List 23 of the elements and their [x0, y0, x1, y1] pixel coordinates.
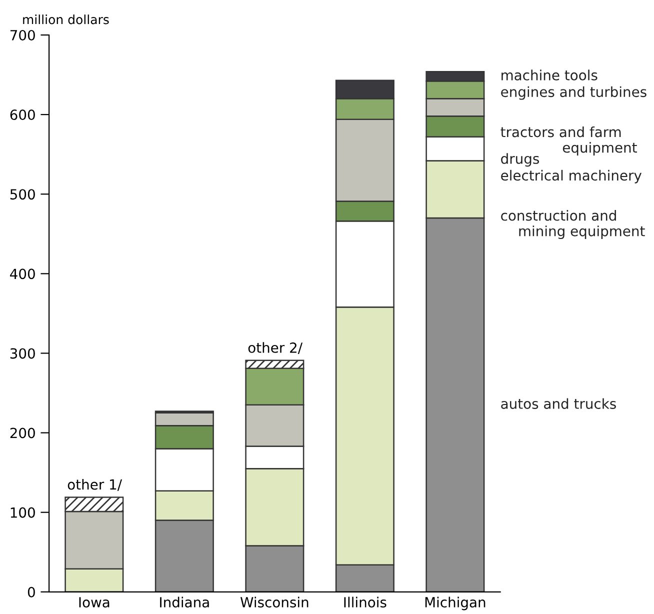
y-tick-label: 200 — [10, 428, 35, 438]
x-tick-label: Michigan — [425, 596, 486, 610]
y-tick-label: 400 — [10, 268, 35, 280]
x-tick-label: Wisconsin — [240, 596, 308, 608]
y-tick-label: 700 — [10, 30, 35, 40]
series-label: autos and trucks — [501, 398, 616, 409]
y-tick-label: 300 — [10, 348, 35, 359]
series-label: machine tools — [502, 70, 598, 80]
y-tick-label: 500 — [10, 189, 35, 200]
y-tick-label: 0 — [28, 586, 35, 598]
series-label: construction and mining equipment — [501, 210, 645, 240]
x-tick-label: Iowa — [79, 597, 110, 608]
y-tick-label: 100 — [10, 507, 35, 518]
annotation: other 2/ — [248, 342, 303, 354]
y-tick-label: 600 — [10, 110, 35, 120]
series-label: electrical machinery — [501, 170, 642, 184]
y-axis-title: million dollars — [23, 14, 109, 24]
annotation: other 1/ — [68, 479, 122, 491]
series-label: tractors and farm equipment — [500, 126, 637, 156]
series-label: drugs — [501, 153, 540, 167]
x-tick-label: Illinois — [344, 596, 386, 608]
series-label: engines and turbines — [501, 86, 646, 100]
x-tick-label: Indiana — [160, 596, 209, 608]
